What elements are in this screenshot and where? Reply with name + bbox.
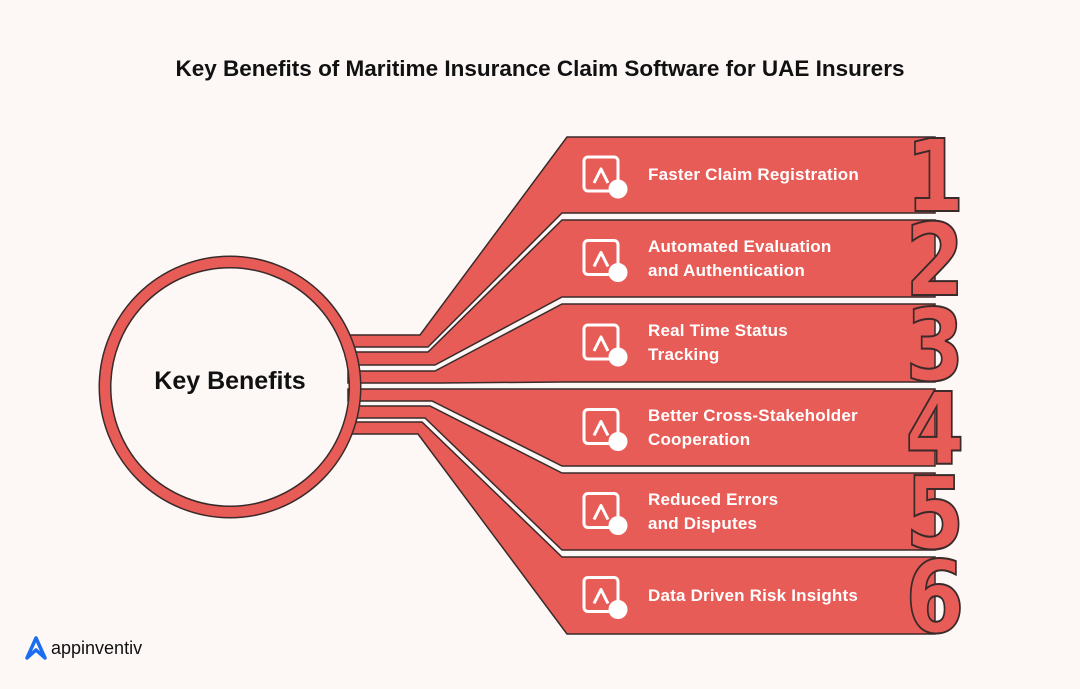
benefit-number-1: 1 (905, 118, 964, 234)
center-label: Key Benefits (154, 367, 306, 395)
benefit-label-line1: Faster Claim Registration (648, 165, 859, 184)
benefit-number-4: 4 (905, 371, 964, 487)
benefit-number-2: 2 (905, 202, 964, 318)
benefit-band-1 (347, 136, 936, 348)
benefit-band-2 (347, 219, 936, 366)
benefit-label-line2: and Disputes (648, 513, 758, 533)
benefit-label-4: Better Cross-Stakeholder Cooperation (648, 404, 858, 452)
benefit-label-3: Real Time Status Tracking (648, 319, 788, 367)
benefit-label-5: Reduced Errors and Disputes (648, 488, 778, 536)
appinventiv-logo: appinventiv (24, 636, 142, 660)
logo-icon (25, 636, 47, 660)
benefit-number-6: 6 (905, 539, 964, 655)
benefit-label-line2: and Authentication (648, 260, 805, 280)
benefit-band-6 (347, 421, 936, 635)
benefit-label-line1: Data Driven Risk Insights (648, 585, 859, 605)
benefit-label-line1: Automated Evaluation (648, 236, 832, 256)
benefit-label-line2: Tracking (648, 345, 720, 364)
image-clock-icon (582, 323, 628, 367)
benefit-label-line1: Reduced Errors (648, 489, 779, 509)
benefit-number-3: 3 (905, 287, 964, 403)
image-check-icon (582, 239, 628, 282)
hand-checklist-icon (582, 492, 628, 535)
report-warning-icon (582, 576, 628, 619)
benefit-label-1: Faster Claim Registration (648, 163, 859, 187)
benefit-label-line1: Better Cross-Stakeholder (648, 405, 858, 425)
document-shield-pencil-icon (582, 155, 628, 199)
benefit-number-5: 5 (905, 455, 964, 571)
benefit-label-line2: Cooperation (648, 429, 751, 449)
page-title: Key Benefits of Maritime Insurance Claim… (175, 56, 905, 81)
benefit-label-2: Automated Evaluation and Authentication (648, 235, 831, 283)
people-collaboration-icon (582, 408, 628, 451)
benefit-band-4 (347, 388, 936, 467)
benefit-band-5 (347, 405, 936, 551)
benefit-band-3 (347, 303, 936, 384)
benefit-label-6: Data Driven Risk Insights (648, 584, 858, 608)
logo-text: appinventiv (51, 637, 143, 658)
benefit-label-line1: Real Time Status (648, 321, 788, 340)
